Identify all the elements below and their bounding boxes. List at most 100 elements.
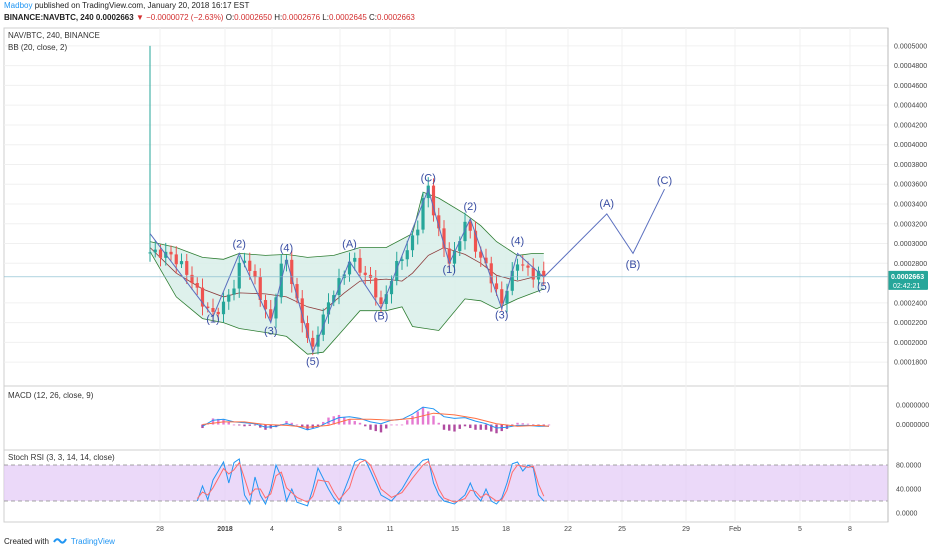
candle-body [158, 249, 163, 258]
price-tick-label: 0.0003000 [894, 241, 927, 248]
close-value: 0.0002663 [377, 13, 415, 22]
stoch-pane[interactable] [4, 458, 888, 507]
macd-histogram-bar [322, 421, 325, 425]
macd-histogram-bar [295, 424, 299, 426]
low-label: L: [322, 13, 329, 22]
candle-body [353, 257, 357, 262]
candle-body [185, 261, 189, 275]
macd-pane-title: MACD (12, 26, close, 9) [8, 391, 94, 400]
candle-body [332, 295, 336, 303]
price-tick-label: 0.0004800 [894, 63, 927, 70]
candle-body [221, 301, 226, 315]
macd-histogram-bar [374, 424, 377, 432]
candle-body [515, 264, 520, 271]
price-pane[interactable]: (1) (2) (3) (4) (5) (A) (B) (C) (1) (2) (3) (4) (5) (… [4, 45, 888, 368]
macd-pane[interactable] [201, 406, 551, 434]
x-tick-label: Feb [729, 526, 741, 533]
candle-body [363, 272, 367, 275]
stoch-tick-label: 0.0000 [896, 511, 918, 518]
macd-line [202, 406, 549, 431]
x-tick-label: 4 [270, 526, 274, 533]
macd-histogram-bar [385, 424, 388, 429]
macd-histogram-bar [516, 422, 519, 425]
candle-body [400, 259, 404, 262]
wave-label: (3) [264, 325, 277, 337]
candle-body [542, 270, 546, 276]
chart-header: Madboy published on TradingView.com, Jan… [4, 0, 924, 26]
candle-body [521, 264, 525, 266]
price-tick-label: 0.0002000 [894, 340, 927, 347]
candle-body [484, 257, 488, 264]
candle-body [305, 323, 310, 338]
wave-label: (4) [280, 242, 293, 254]
candle-body [531, 267, 535, 280]
x-tick-label: 28 [156, 526, 164, 533]
x-tick-label: 15 [451, 526, 459, 533]
candle-body [416, 229, 420, 236]
macd-histogram-bar [248, 424, 251, 426]
author-link[interactable]: Madboy [4, 1, 33, 10]
macd-histogram-bar [253, 424, 257, 426]
wave-label: (2) [464, 201, 477, 213]
wave-label: (C) [657, 175, 672, 187]
macd-histogram-bar [243, 424, 246, 427]
candle-body [311, 337, 315, 347]
open-label: O: [225, 13, 235, 22]
wave-label: (5) [306, 356, 319, 368]
stoch-k-line [196, 458, 545, 507]
bb-indicator-label: BB (20, close, 2) [8, 43, 67, 52]
candle-body [169, 251, 173, 255]
candle-body [211, 308, 215, 312]
wave-label: (B) [626, 259, 641, 271]
candle-body [421, 198, 425, 230]
macd-tick-label: 0.0000000 [896, 422, 929, 429]
candle-body [342, 274, 346, 279]
macd-histogram-bar [232, 424, 236, 426]
macd-histogram-bar [327, 417, 330, 425]
x-tick-label: 11 [386, 526, 393, 533]
price-tick-label: 0.0004600 [894, 83, 927, 90]
wave-label: (2) [233, 238, 246, 250]
candle-body [405, 250, 409, 260]
candle-body [463, 221, 467, 242]
candle-body [437, 215, 441, 229]
candle-body [284, 259, 289, 264]
price-tick-label: 0.0003800 [894, 162, 927, 169]
candle-body [452, 250, 457, 264]
candle-body [269, 309, 273, 319]
macd-histogram-bar [526, 423, 530, 425]
x-tick-label: 5 [798, 526, 802, 533]
open-value: 0.0002650 [234, 13, 272, 22]
candle-body [426, 185, 430, 199]
change-text: ▼ −0.0000072 (−2.63%) [135, 13, 224, 22]
candle-body [248, 260, 252, 271]
wave-label: (1) [443, 264, 456, 276]
wave-label: (1) [206, 314, 219, 326]
macd-histogram-bar [448, 424, 451, 431]
macd-histogram-bar [427, 411, 430, 425]
candle-body [447, 248, 451, 264]
price-tick-label: 0.0001800 [894, 360, 927, 367]
wave-label: (B) [374, 311, 389, 323]
candle-body [263, 300, 268, 310]
price-tick-label: 0.0002200 [894, 320, 927, 327]
macd-histogram-bar [416, 411, 419, 425]
tradingview-brand[interactable]: TradingView [70, 536, 115, 546]
candle-body [526, 265, 530, 268]
macd-histogram-bar [379, 424, 383, 433]
macd-histogram-bar [211, 418, 215, 425]
stoch-pane-title: Stoch RSI (3, 3, 14, 14, close) [8, 453, 115, 462]
macd-histogram-bar [290, 422, 293, 425]
x-tick-label: 22 [564, 526, 572, 533]
candle-body [326, 302, 331, 315]
low-value: 0.0002645 [328, 13, 367, 22]
macd-histogram-bar [390, 424, 393, 426]
macd-tick-label: 0.0000000 [896, 402, 929, 409]
candle-body [232, 288, 236, 295]
wave-label: (A) [599, 198, 614, 210]
candle-body [258, 277, 262, 301]
candle-body [290, 259, 294, 285]
candle-body [200, 287, 205, 307]
wave-projection-line [543, 188, 665, 278]
